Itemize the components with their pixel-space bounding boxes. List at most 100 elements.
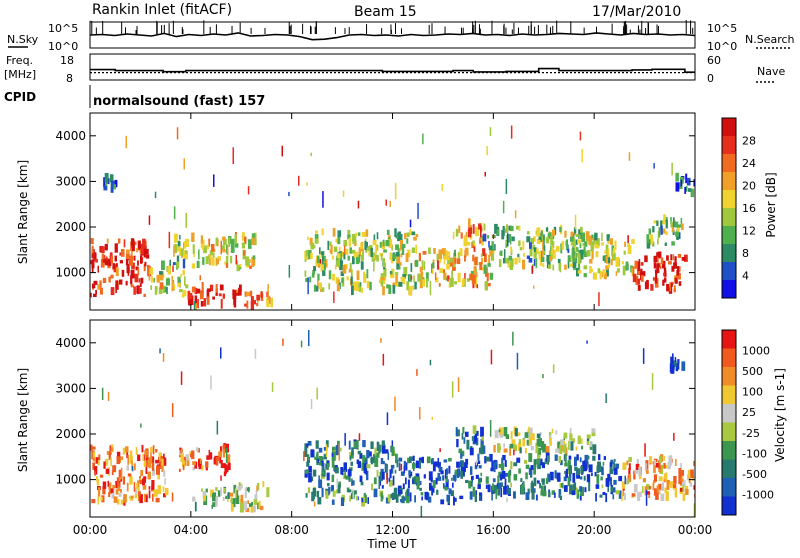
heatmap-cell bbox=[383, 249, 387, 253]
heatmap-cell bbox=[497, 443, 501, 453]
heatmap-cell bbox=[405, 477, 407, 485]
heatmap-cell bbox=[525, 472, 528, 480]
heatmap-cell bbox=[602, 255, 606, 262]
heatmap-cell bbox=[215, 284, 218, 293]
heatmap-cell bbox=[575, 233, 579, 237]
heatmap-cell bbox=[531, 480, 534, 491]
heatmap-cell bbox=[336, 478, 338, 489]
heatmap-cell bbox=[315, 285, 319, 292]
heatmap-cell bbox=[134, 493, 138, 499]
heatmap-cell bbox=[576, 454, 579, 461]
heatmap-cell bbox=[373, 255, 376, 259]
heatmap-cell bbox=[586, 340, 588, 344]
heatmap-cell bbox=[490, 253, 495, 261]
heatmap-cell bbox=[579, 131, 582, 141]
heatmap-cell bbox=[586, 461, 589, 468]
heatmap-cell bbox=[469, 481, 473, 487]
heatmap-cell bbox=[158, 287, 163, 295]
heatmap-cell bbox=[409, 219, 412, 228]
heatmap-cell bbox=[374, 458, 379, 467]
heatmap-cell bbox=[165, 487, 169, 496]
heatmap-cell bbox=[360, 242, 363, 249]
x-tick-label: 00:00 bbox=[678, 523, 713, 537]
heatmap-cell bbox=[177, 276, 181, 286]
heatmap-cell bbox=[505, 226, 509, 233]
heatmap-cell bbox=[172, 280, 175, 286]
heatmap-cell bbox=[408, 285, 413, 296]
heatmap-cell bbox=[318, 475, 320, 484]
heatmap-cell bbox=[116, 451, 121, 459]
heatmap-cell bbox=[634, 470, 639, 474]
heatmap-cell bbox=[666, 283, 670, 292]
heatmap-cell bbox=[555, 448, 558, 453]
heatmap-cell bbox=[336, 444, 339, 451]
heatmap-cell bbox=[248, 503, 253, 508]
heatmap-cell bbox=[658, 483, 662, 491]
heatmap-cell bbox=[435, 277, 439, 283]
heatmap-cell bbox=[656, 252, 659, 257]
heatmap-cell bbox=[664, 242, 667, 246]
heatmap-cell bbox=[475, 474, 479, 479]
heatmap-cell bbox=[91, 249, 95, 259]
heatmap-cell bbox=[645, 460, 649, 470]
heatmap-cell bbox=[481, 239, 484, 246]
heatmap-cell bbox=[513, 444, 518, 452]
heatmap-cell bbox=[689, 482, 693, 487]
heatmap-cell bbox=[102, 259, 106, 263]
heatmap-cell bbox=[233, 484, 237, 494]
heatmap-cell bbox=[509, 241, 512, 245]
heatmap-cell bbox=[479, 237, 482, 241]
heatmap-cell bbox=[432, 269, 434, 275]
freq-label: Freq. bbox=[6, 54, 33, 67]
heatmap-cell bbox=[594, 244, 598, 249]
heatmap-cell bbox=[185, 284, 189, 289]
y-tick-label: 3000 bbox=[55, 381, 86, 395]
heatmap-cell bbox=[196, 260, 200, 268]
heatmap-cell bbox=[148, 270, 151, 281]
heatmap-cell bbox=[396, 460, 399, 468]
heatmap-cell bbox=[349, 495, 352, 502]
heatmap-cell bbox=[382, 443, 386, 451]
heatmap-cell bbox=[505, 178, 508, 195]
heatmap-cell bbox=[448, 251, 451, 256]
heatmap-cell bbox=[530, 432, 533, 437]
heatmap-cell bbox=[145, 240, 147, 246]
heatmap-cell bbox=[154, 191, 157, 199]
heatmap-cell bbox=[415, 460, 420, 469]
heatmap-cell bbox=[478, 447, 481, 454]
heatmap-cell bbox=[389, 271, 392, 274]
heatmap-cell bbox=[628, 473, 632, 483]
heatmap-cell bbox=[133, 255, 136, 261]
heatmap-cell bbox=[193, 301, 196, 310]
heatmap-cell bbox=[400, 471, 405, 476]
frequency-panel-frame bbox=[89, 53, 696, 81]
heatmap-cell bbox=[536, 227, 541, 237]
heatmap-cell bbox=[129, 255, 133, 266]
heatmap-cell bbox=[395, 494, 399, 503]
heatmap-cell bbox=[565, 239, 568, 249]
heatmap-cell bbox=[250, 506, 254, 513]
heatmap-cell bbox=[108, 451, 111, 460]
heatmap-cell bbox=[542, 374, 544, 379]
heatmap-cell bbox=[581, 237, 585, 242]
colorbar-segment bbox=[722, 208, 736, 226]
heatmap-cell bbox=[549, 256, 552, 262]
heatmap-cell bbox=[500, 250, 503, 256]
heatmap-cell bbox=[671, 265, 675, 272]
heatmap-cell bbox=[402, 243, 406, 248]
heatmap-cell bbox=[536, 458, 540, 465]
heatmap-cell bbox=[420, 272, 424, 279]
heatmap-cell bbox=[595, 251, 599, 258]
heatmap-cell bbox=[601, 484, 604, 489]
heatmap-cell bbox=[592, 238, 596, 246]
heatmap-cell bbox=[477, 453, 480, 461]
heatmap-cell bbox=[658, 460, 661, 469]
heatmap-cell bbox=[448, 465, 451, 474]
heatmap-cell bbox=[215, 258, 219, 265]
heatmap-cell bbox=[307, 454, 310, 461]
heatmap-cell bbox=[526, 236, 531, 243]
heatmap-cell bbox=[331, 453, 334, 457]
heatmap-cell bbox=[140, 423, 142, 428]
heatmap-cell bbox=[676, 272, 681, 280]
